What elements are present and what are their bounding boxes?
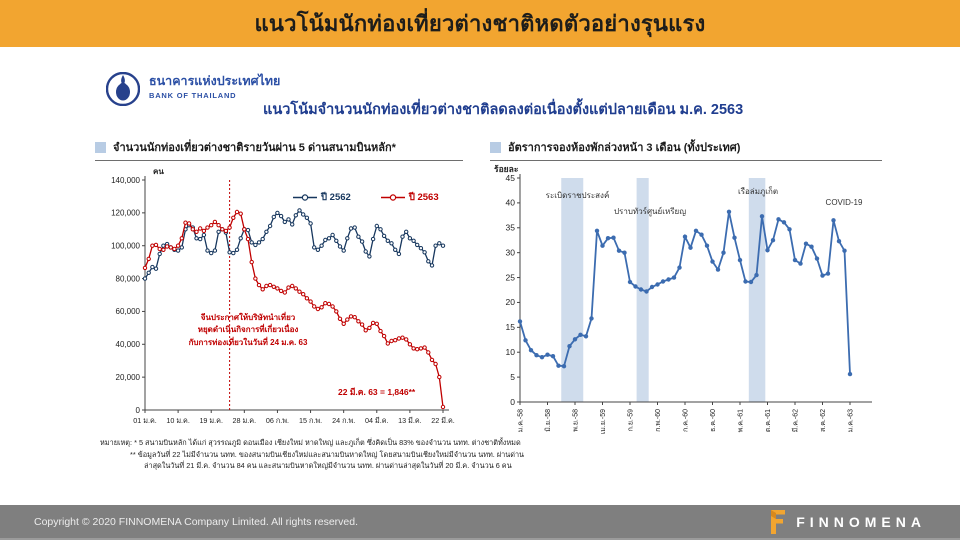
svg-text:10: 10: [506, 347, 516, 357]
svg-text:คน: คน: [153, 167, 164, 176]
finnomena-wordmark: FINNOMENA: [796, 513, 926, 530]
footnote-line: หมายเหตุ: * 5 สนามบินหลัก ได้แก่ สุวรรณภ…: [100, 438, 521, 447]
svg-text:ก.ค.-60: ก.ค.-60: [683, 409, 690, 432]
svg-text:19 ม.ค.: 19 ม.ค.: [199, 416, 223, 425]
bank-name-english: BANK OF THAILAND: [149, 90, 237, 100]
footer-bar: Copyright © 2020 FINNOMENA Company Limit…: [0, 505, 960, 540]
svg-text:ม.ค.-63: ม.ค.-63: [848, 409, 855, 432]
svg-text:ก.พ.-60: ก.พ.-60: [655, 409, 662, 432]
svg-text:ม.ค.-58: ม.ค.-58: [518, 409, 525, 432]
panel-tourist-arrivals: จำนวนนักท่องเที่ยวต่างชาติรายวันผ่าน 5 ด…: [95, 138, 463, 441]
left-chart-area: 0 20,000 40,000 60,000 80,000 100,000 120,000 1…: [95, 164, 463, 441]
svg-text:0: 0: [136, 406, 141, 415]
svg-text:15: 15: [506, 322, 516, 332]
svg-text:มิ.ย.-58: มิ.ย.-58: [544, 409, 552, 432]
svg-text:5: 5: [510, 372, 515, 382]
title-bullet-icon: [490, 141, 501, 153]
svg-text:ร้อยละ: ร้อยละ: [494, 164, 518, 174]
svg-text:13 มี.ค.: 13 มี.ค.: [398, 416, 422, 425]
footnote-line: ** ข้อมูลวันที่ 22 ไม่มีจำนวน นทท. ของสน…: [130, 449, 525, 459]
svg-text:120,000: 120,000: [111, 209, 140, 218]
slide-subtitle: แนวโน้มจำนวนนักท่องเที่ยวต่างชาติลดลงต่อ…: [263, 102, 744, 118]
header-bar: แนวโน้มนักท่องเที่ยวต่างชาติหดตัวอย่างรุ…: [0, 0, 960, 47]
svg-text:พ.ย.-58: พ.ย.-58: [573, 409, 580, 432]
svg-text:เม.ย.-59: เม.ย.-59: [600, 409, 607, 434]
finnomena-logo-icon: [771, 509, 786, 534]
svg-text:40: 40: [506, 198, 516, 208]
svg-text:15 ก.พ.: 15 ก.พ.: [299, 416, 322, 425]
legend-label: ปี 2563: [408, 192, 439, 203]
annotation-ratchaprasong-bombing: ระเบิดราชประสงค์: [545, 191, 610, 200]
right-chart-title-row: อัตราการจองห้องพักล่วงหน้า 3 เดือน (ทั้ง…: [490, 138, 882, 156]
bank-of-thailand-names: ธนาคารแห่งประเทศไทย BANK OF THAILAND: [149, 72, 280, 100]
svg-text:140,000: 140,000: [111, 176, 140, 185]
svg-text:20,000: 20,000: [116, 373, 141, 382]
svg-text:ก.ย.-59: ก.ย.-59: [628, 409, 635, 431]
svg-text:04 มี.ค.: 04 มี.ค.: [365, 416, 389, 425]
svg-text:มี.ค.-62: มี.ค.-62: [792, 409, 800, 432]
hotel-booking-line-chart: 0 5 10 15 20 25 30 35 40 45 ม.ค.-58 มิ.ย.-58 พ.ย.-58…: [494, 164, 872, 434]
svg-text:100,000: 100,000: [111, 242, 140, 251]
left-chart-legend: ปี 2562 ปี 2563: [293, 190, 439, 205]
legend-item: ปี 2563: [380, 190, 439, 205]
svg-text:45: 45: [506, 173, 516, 183]
annotation-china-travel-ban: จีนประกาศให้บริษัทนำเที่ยว หยุดดำเนินกิจ…: [188, 313, 308, 347]
svg-text:06 ก.พ.: 06 ก.พ.: [266, 416, 289, 425]
bank-of-thailand-block: ธนาคารแห่งประเทศไทย BANK OF THAILAND: [106, 72, 280, 106]
title-bullet-icon: [95, 141, 106, 153]
svg-text:20: 20: [506, 297, 516, 307]
right-chart-title: อัตราการจองห้องพักล่วงหน้า 3 เดือน (ทั้ง…: [508, 142, 741, 154]
annotation-phuket-boat-sinking: เรือล่มภูเก็ต: [737, 187, 779, 196]
svg-text:24 ก.พ.: 24 ก.พ.: [332, 416, 355, 425]
right-title-rule: [490, 160, 882, 161]
annotation-zero-dollar-tour-crackdown: ปราบทัวร์ศูนย์เหรียญ: [613, 207, 687, 216]
panel-hotel-booking: อัตราการจองห้องพักล่วงหน้า 3 เดือน (ทั้ง…: [490, 138, 882, 447]
svg-text:พ.ค.-61: พ.ค.-61: [738, 409, 745, 432]
legend-item: ปี 2562: [293, 190, 351, 205]
footnote-line: ล่าสุดในวันที่ 21 มี.ค. จำนวน 84 คน และส…: [144, 461, 512, 471]
left-chart-title: จำนวนนักท่องเที่ยวต่างชาติรายวันผ่าน 5 ด…: [113, 142, 396, 154]
annotation-last-value: 22 มี.ค. 63 = 1,846**: [338, 387, 416, 397]
svg-text:ส.ค.-62: ส.ค.-62: [820, 409, 827, 432]
bank-name-thai: ธนาคารแห่งประเทศไทย: [149, 74, 281, 88]
legend-marker-icon: [293, 194, 317, 201]
svg-text:60,000: 60,000: [116, 307, 141, 316]
svg-text:10 ม.ค.: 10 ม.ค.: [166, 416, 190, 425]
bank-of-thailand-logo-icon: [106, 72, 140, 106]
svg-text:ธ.ค.-60: ธ.ค.-60: [710, 409, 717, 432]
tourist-arrivals-line-chart: 0 20,000 40,000 60,000 80,000 100,000 120,000 1…: [111, 167, 455, 425]
svg-text:01 ม.ค.: 01 ม.ค.: [133, 416, 157, 425]
svg-text:80,000: 80,000: [116, 274, 141, 283]
svg-text:30: 30: [506, 247, 516, 257]
legend-marker-icon: [380, 194, 405, 201]
svg-text:28 ม.ค.: 28 ม.ค.: [233, 416, 257, 425]
legend-label: ปี 2562: [321, 192, 351, 203]
svg-text:0: 0: [510, 397, 515, 407]
svg-text:22 มี.ค.: 22 มี.ค.: [431, 416, 455, 425]
svg-text:ต.ค.-61: ต.ค.-61: [765, 409, 772, 432]
finnomena-brand: FINNOMENA: [771, 509, 926, 534]
svg-text:40,000: 40,000: [116, 340, 141, 349]
left-title-rule: [95, 160, 463, 161]
footnote: หมายเหตุ: * 5 สนามบินหลัก ได้แก่ สุวรรณภ…: [100, 437, 540, 472]
right-chart-area: 0 5 10 15 20 25 30 35 40 45 ม.ค.-58 มิ.ย.-58 พ.ย.-58…: [490, 164, 882, 447]
left-chart-title-row: จำนวนนักท่องเที่ยวต่างชาติรายวันผ่าน 5 ด…: [95, 138, 463, 156]
copyright-text: Copyright © 2020 FINNOMENA Company Limit…: [34, 515, 359, 528]
svg-text:25: 25: [506, 272, 516, 282]
svg-text:35: 35: [506, 223, 516, 233]
slide-title: แนวโน้มนักท่องเที่ยวต่างชาติหดตัวอย่างรุ…: [254, 11, 706, 36]
annotation-covid19: COVID-19: [825, 198, 863, 207]
